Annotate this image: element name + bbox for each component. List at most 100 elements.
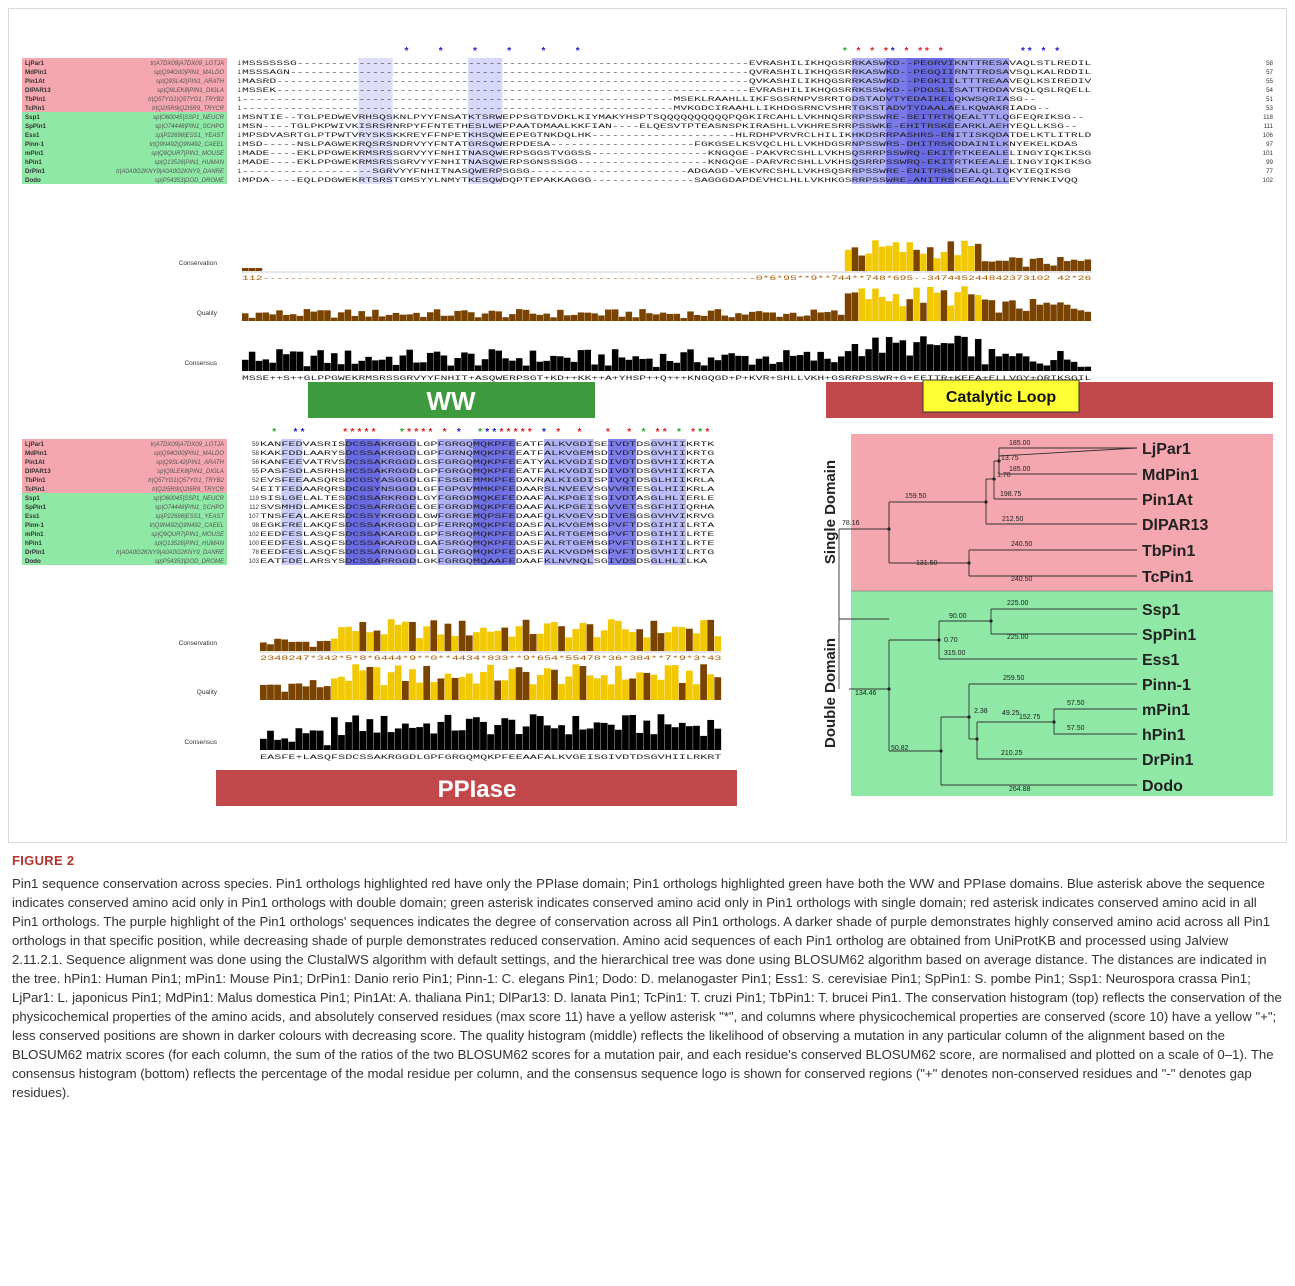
conservation-star: * [301, 427, 305, 438]
quality-bar [844, 293, 852, 321]
conservation-star: * [514, 427, 518, 438]
row-accession: tr|A7DX09|A7DX09_LOTJA [151, 442, 225, 448]
sequence: ----------------------------------------… [242, 105, 1050, 112]
quality-bar [302, 686, 310, 700]
row-accession: tr|Q2I5R9|Q2I5R9_TRYCR [152, 487, 225, 493]
row-start: 1 [238, 159, 242, 166]
consensus-bar [558, 725, 565, 750]
tree-node [1052, 720, 1056, 724]
conservation-bar [281, 639, 289, 651]
consensus-bar [673, 362, 681, 371]
quality-bar [480, 671, 487, 700]
row-label-bg [22, 502, 227, 511]
row-accession: tr|A0A0G2KNY9|A0A0G2KNY9_DANRE [116, 550, 225, 556]
consensus-bar [899, 340, 907, 371]
quality-bar [673, 313, 681, 321]
conservation-bar [565, 637, 573, 651]
consensus-bar [516, 358, 523, 371]
quality-bar [565, 676, 573, 700]
consensus-bar [657, 714, 665, 750]
quality-bar [995, 312, 1003, 321]
row-start: 1 [238, 123, 242, 130]
quality-bar [796, 316, 804, 321]
row-label-bg [22, 112, 227, 121]
row-accession: tr|Q9N492|Q9N492_CAEEL [150, 523, 225, 529]
quality-bar [481, 313, 489, 321]
quality-bar [276, 310, 283, 321]
consensus-bar [622, 715, 629, 750]
consensus-bar [927, 344, 934, 371]
conservation-bar [636, 629, 644, 651]
conservation-bar [879, 246, 886, 271]
conservation-bar [255, 268, 263, 271]
quality-bar [352, 664, 360, 700]
conservation-highlight [468, 58, 503, 184]
tree-leaf-label: DrPin1 [1142, 752, 1194, 769]
conservation-star: * [294, 427, 298, 438]
tree-leaf-label: DlPAR13 [1142, 517, 1208, 534]
sequence: SVSMHDLAMKESDCSSARRGGELGEFGRGDMQKPFEDAAF… [260, 504, 714, 511]
tree-leaf-label: Ess1 [1142, 652, 1179, 669]
consensus-bar [544, 725, 551, 750]
tree-node [887, 527, 891, 531]
consensus-bar [536, 361, 544, 371]
consensus-bar [844, 351, 852, 371]
row-start: 59 [252, 441, 259, 448]
tree-branch [998, 447, 1138, 457]
conservation-bar [316, 641, 324, 651]
pplase-domain-bar [216, 770, 737, 806]
conservation-star: * [407, 427, 411, 438]
row-name: mPin1 [25, 531, 44, 538]
row-name: Ess1 [25, 132, 40, 139]
consensus-bar [872, 337, 879, 371]
consensus-bar [515, 734, 523, 750]
conservation-bar [906, 242, 913, 271]
conservation-star: * [350, 427, 354, 438]
consensus-bar [1050, 360, 1057, 371]
consensus-bar [762, 356, 770, 371]
quality-bar [373, 667, 381, 700]
consensus-bar [344, 350, 352, 371]
sequence: EEDFESLASQFSDCSSAKARGDLGPFSRGQMQKPFEDASF… [260, 531, 714, 538]
conservation-bar [1029, 258, 1037, 271]
conservation-bar [288, 641, 296, 651]
quality-bar [605, 309, 612, 321]
row-accession: sp|O74448|PIN1_SCHPO [155, 505, 224, 511]
consensus-sequence: MSSE++S++GLPPGWEKRMSRSSGRVYYFNHIT+ASQWER… [242, 375, 1092, 382]
conservation-bar [981, 261, 989, 271]
row-start: 1 [238, 168, 242, 175]
row-accession: sp|O60045|SSP1_NEUCR [153, 496, 224, 502]
row-name: Dodo [25, 177, 41, 184]
consensus-bar [283, 354, 290, 371]
consensus-bar [557, 356, 564, 371]
row-name: Ess1 [25, 513, 40, 520]
row-start: 100 [249, 540, 260, 547]
conservation-star: * [485, 427, 489, 438]
quality-bar [872, 288, 879, 321]
conservation-bar [954, 255, 961, 271]
quality-bar [577, 312, 585, 321]
consensus-bar [988, 349, 996, 371]
quality-bar [707, 310, 715, 321]
quality-bar [865, 299, 872, 321]
consensus-bar [345, 722, 352, 750]
consensus-bar [262, 359, 270, 371]
quality-bar [316, 687, 324, 700]
consensus-bar [461, 352, 468, 371]
sequence: TNSFEALAKERSDCSSYKRGGDLGWFGRGEMQPSFEDAAF… [260, 513, 714, 520]
consensus-bar [803, 351, 811, 371]
conservation-bar [600, 630, 608, 651]
tree-distance: 78.16 [842, 520, 860, 527]
conservation-bar [387, 619, 395, 651]
conservation-star: * [556, 427, 560, 438]
conservation-bar [529, 634, 537, 651]
quality-bar [473, 683, 480, 700]
conservation-highlight [473, 439, 516, 565]
conservation-bar [416, 638, 423, 651]
tree-leaf-label: Pin1At [1142, 492, 1193, 509]
consensus-bar [879, 352, 886, 371]
consensus-bar [269, 362, 276, 371]
conservation-bar [593, 637, 601, 651]
consensus-bar [447, 365, 455, 371]
consensus-bar [413, 362, 420, 371]
